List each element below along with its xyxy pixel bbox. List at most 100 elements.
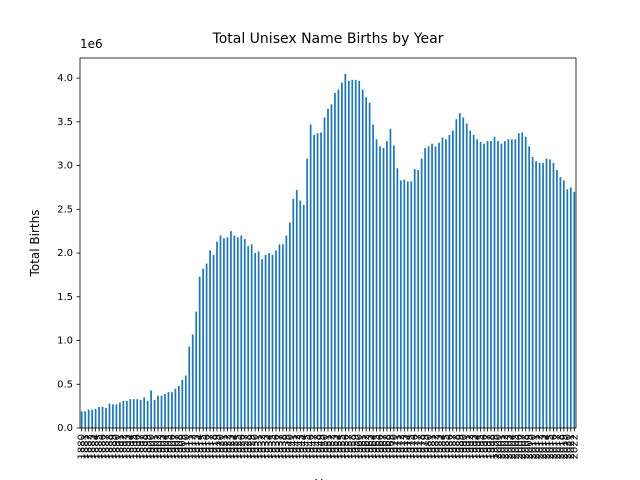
bar xyxy=(108,403,111,428)
x-tick-label: 2022 xyxy=(569,434,580,459)
bar xyxy=(445,139,447,428)
bar xyxy=(268,253,270,428)
x-tick-label: 1945 xyxy=(302,434,313,459)
bar xyxy=(521,132,524,428)
x-tick-label: 1881 xyxy=(80,434,91,459)
bar xyxy=(261,259,263,428)
bar xyxy=(358,80,361,429)
bar xyxy=(143,397,146,428)
bar xyxy=(243,239,246,428)
y-tick-label: 3.0 xyxy=(57,161,73,172)
x-tick-label: 1938 xyxy=(278,434,289,459)
x-tick-label: 1951 xyxy=(323,434,334,459)
x-tick-label: 1892 xyxy=(118,434,129,459)
x-tick-label: 2009 xyxy=(524,434,535,459)
bar xyxy=(282,244,284,428)
bar xyxy=(302,204,305,428)
x-tick-label: 1984 xyxy=(437,434,448,459)
x-tick-label: 1890 xyxy=(111,434,122,459)
x-tick-label: 1880 xyxy=(77,434,88,459)
x-tick-label: 2003 xyxy=(503,434,514,459)
x-tick-label: 1918 xyxy=(209,434,220,459)
bar xyxy=(250,244,253,428)
chart-title: Total Unisex Name Births by Year xyxy=(212,31,444,47)
x-tick-label: 1989 xyxy=(455,434,466,459)
x-tick-label: 1899 xyxy=(143,434,154,459)
bar xyxy=(365,97,368,429)
bar xyxy=(406,181,409,428)
bar xyxy=(510,139,513,428)
bar xyxy=(337,89,340,428)
x-tick-label: 1964 xyxy=(368,434,379,459)
x-tick-label: 1911 xyxy=(184,434,195,459)
x-tick-label: 2015 xyxy=(545,434,556,459)
y-tick-label: 0.0 xyxy=(57,423,73,434)
bar xyxy=(198,276,201,428)
bar xyxy=(424,148,426,429)
bar xyxy=(382,148,385,429)
x-tick-label: 1979 xyxy=(420,434,431,459)
x-tick-label: 1933 xyxy=(261,434,272,459)
bar xyxy=(393,145,395,428)
x-tick-label: 2019 xyxy=(559,434,570,459)
bar xyxy=(469,130,472,429)
x-tick-label: 1896 xyxy=(132,434,143,459)
x-tick-label: 1953 xyxy=(330,434,341,459)
x-tick-label: 2013 xyxy=(538,434,549,459)
x-tick-label: 2014 xyxy=(542,434,553,459)
x-tick-label: 1948 xyxy=(313,434,324,459)
bar xyxy=(341,82,343,428)
bar xyxy=(552,162,555,428)
bar xyxy=(240,235,243,428)
bar xyxy=(566,189,569,428)
bar xyxy=(285,235,288,428)
x-tick-label: 2006 xyxy=(514,434,525,459)
x-tick-label: 1901 xyxy=(150,434,161,459)
bar xyxy=(132,399,135,428)
x-tick-label: 1904 xyxy=(160,434,171,459)
bar xyxy=(379,146,381,428)
bar xyxy=(493,136,496,429)
x-tick-label: 1927 xyxy=(240,434,251,459)
x-tick-label: 1917 xyxy=(205,434,216,459)
x-tick-label: 1919 xyxy=(212,434,223,459)
x-tick-label: 1900 xyxy=(146,434,157,459)
bar xyxy=(205,263,208,428)
x-tick-label: 1992 xyxy=(465,434,476,459)
bar xyxy=(136,399,139,428)
bar xyxy=(306,158,309,429)
bar xyxy=(545,158,548,429)
bar xyxy=(91,409,94,428)
x-tick-label: 1939 xyxy=(281,434,292,459)
x-tick-label: 1910 xyxy=(181,434,192,459)
bar xyxy=(87,409,90,428)
bar xyxy=(490,141,492,428)
bar xyxy=(167,392,170,428)
bar xyxy=(174,388,177,428)
x-tick-label: 1908 xyxy=(174,434,185,459)
x-tick-label: 1961 xyxy=(358,434,369,459)
x-tick-label: 1925 xyxy=(233,434,244,459)
x-tick-label: 1936 xyxy=(271,434,282,459)
x-tick-label: 1957 xyxy=(344,434,355,459)
x-tick-label: 1915 xyxy=(198,434,209,459)
bar xyxy=(514,139,517,428)
x-tick-label: 1969 xyxy=(385,434,396,459)
bar xyxy=(559,176,562,428)
bar xyxy=(101,407,104,428)
bar xyxy=(448,134,451,428)
x-tick-label: 1928 xyxy=(243,434,254,459)
x-tick-label: 2005 xyxy=(510,434,521,459)
x-tick-label: 2004 xyxy=(507,434,518,459)
bar xyxy=(219,235,222,428)
x-tick-label: 2016 xyxy=(548,434,559,459)
x-tick-label: 1891 xyxy=(115,434,126,459)
x-tick-label: 1993 xyxy=(469,434,480,459)
plot-frame xyxy=(79,57,577,429)
bar xyxy=(275,250,277,428)
x-tick-label: 1906 xyxy=(167,434,178,459)
x-tick-label: 1946 xyxy=(306,434,317,459)
bar xyxy=(129,399,132,428)
x-tick-label: 1905 xyxy=(163,434,174,459)
bar xyxy=(427,146,430,428)
